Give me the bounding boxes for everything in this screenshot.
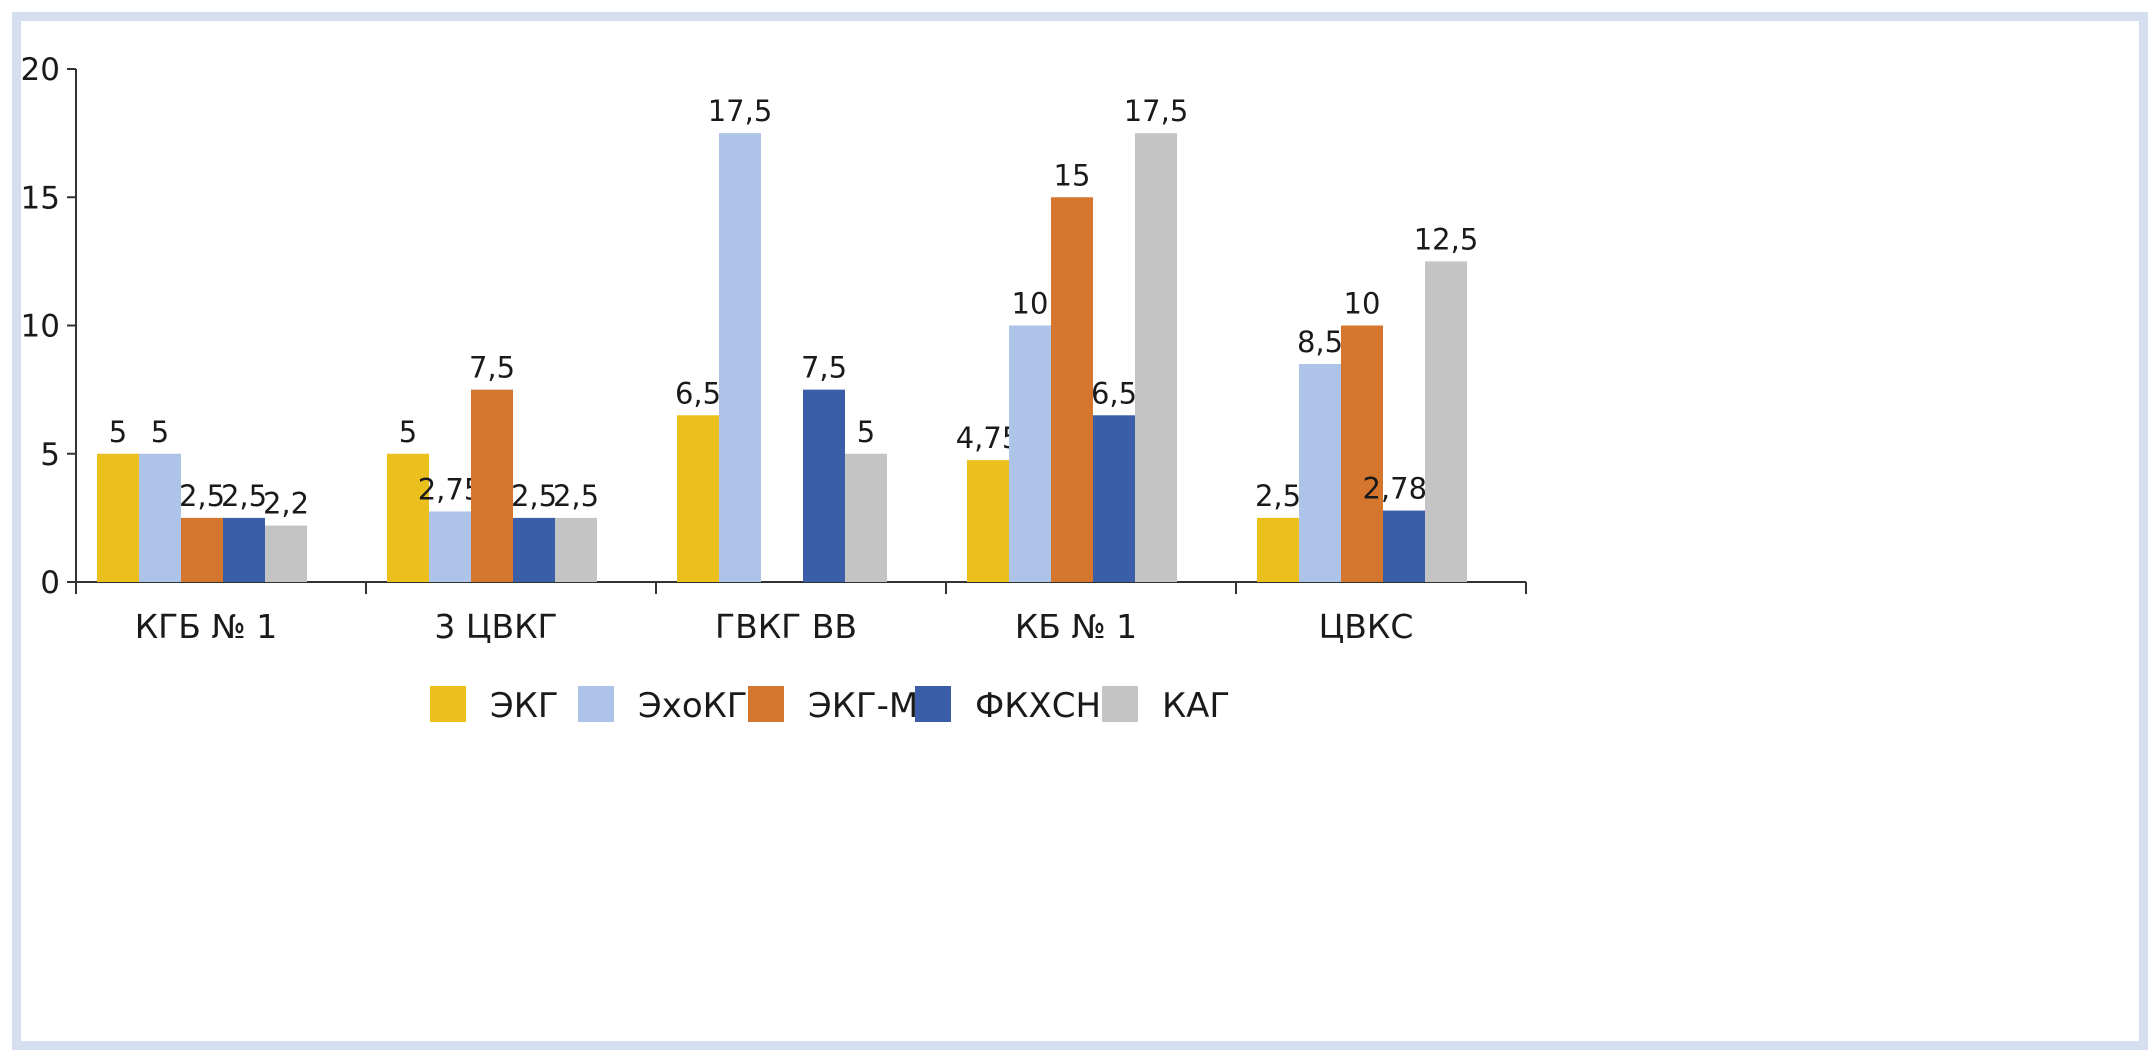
data-label: 17,5 [708,94,773,128]
data-label: 12,5 [1414,222,1479,256]
data-label: 10 [1344,287,1381,321]
data-label: 6,5 [675,376,721,410]
bar [139,453,181,582]
legend-label: КАГ [1162,686,1230,726]
data-label: 5 [151,415,169,449]
bar [719,133,761,582]
bar [97,453,139,582]
data-label: 5 [399,415,417,449]
legend-label: ЭКГ-М [808,686,918,726]
bar [1341,325,1383,582]
y-tick-label: 10 [21,309,60,345]
category-label: КБ № 1 [1015,607,1137,646]
category-label: 3 ЦВКГ [434,607,557,646]
data-label: 2,5 [553,479,599,513]
data-label: 7,5 [469,351,515,385]
bar [471,389,513,582]
data-label: 8,5 [1297,325,1343,359]
data-label: 17,5 [1124,94,1189,128]
data-label: 2,2 [263,487,309,521]
bar [1009,325,1051,582]
bar [429,511,471,582]
category-label: КГБ № 1 [135,607,278,646]
y-tick-label: 20 [21,52,60,88]
bar [1425,261,1467,582]
legend-label: ФКХСН [975,686,1101,726]
data-label: 5 [109,415,127,449]
category-label: ЦВКС [1319,607,1414,646]
data-label: 10 [1012,287,1049,321]
bar [1299,363,1341,582]
data-label: 6,5 [1091,376,1137,410]
legend-swatch [915,686,951,722]
bar [1051,197,1093,582]
legend: ЭКГ ЭхоКГ ЭКГ-М ФКХСН КАГ [430,686,1230,726]
bar [181,517,223,582]
legend-swatch [430,686,466,722]
data-label: 2,5 [221,479,267,513]
data-label: 5 [857,415,875,449]
bar [1093,415,1135,582]
y-tick-label: 0 [40,565,60,601]
bar [1257,517,1299,582]
bar [223,517,265,582]
legend-label: ЭхоКГ [638,686,748,726]
bar [845,453,887,582]
bar [1135,133,1177,582]
bar [513,517,555,582]
data-label: 2,5 [511,479,557,513]
bar [967,460,1009,582]
category-label: ГВКГ ВВ [715,607,857,646]
y-tick-label: 15 [21,180,60,216]
legend-label: ЭКГ [490,686,559,726]
data-label: 15 [1054,158,1091,192]
bar [677,415,719,582]
data-label: 2,5 [179,479,225,513]
legend-swatch [748,686,784,722]
y-tick-label: 5 [40,437,60,473]
bar [555,517,597,582]
bar [1383,510,1425,582]
bar [265,525,307,582]
bar [803,389,845,582]
legend-swatch [1102,686,1138,722]
data-label: 7,5 [801,351,847,385]
data-label: 2,5 [1255,479,1301,513]
bar [387,453,429,582]
legend-swatch [578,686,614,722]
